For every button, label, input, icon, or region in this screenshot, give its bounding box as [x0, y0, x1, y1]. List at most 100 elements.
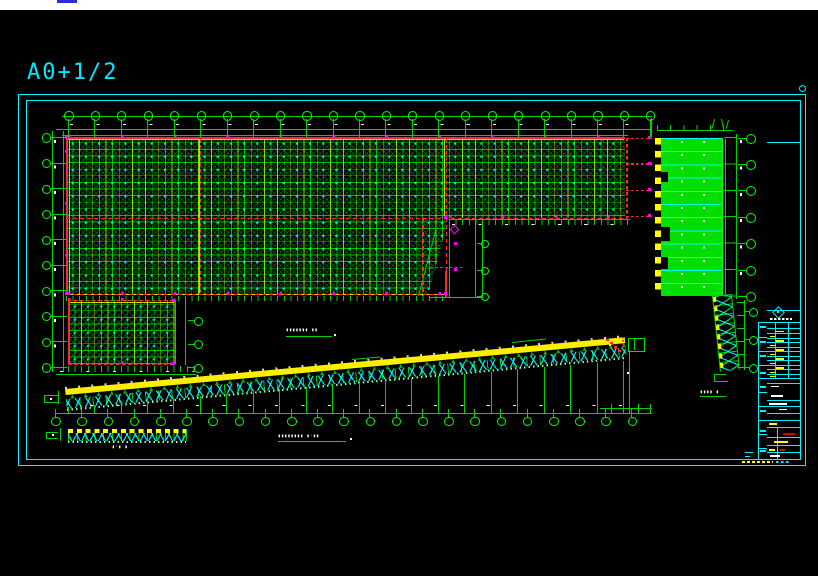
grid-bubble — [619, 111, 630, 121]
axis-line — [46, 432, 58, 433]
grid-bubble-stem — [744, 367, 749, 368]
sheet-outer-frame — [18, 94, 806, 466]
grid-bubble — [391, 416, 402, 427]
axis-line — [788, 322, 789, 378]
axis-line — [629, 350, 630, 413]
axis-line — [52, 131, 53, 372]
title-block-text-mark — [770, 375, 775, 377]
grid-bubble — [540, 111, 550, 121]
grid-bubble — [575, 416, 585, 427]
dashed-axis-line — [626, 138, 628, 218]
grid-bubble — [287, 416, 297, 427]
grid-bubble — [193, 340, 203, 349]
tick-comb — [737, 302, 744, 368]
grid-bubble — [193, 316, 203, 326]
grid-bubble-stem — [358, 119, 360, 137]
node-marker — [444, 292, 447, 295]
axis-line — [767, 452, 800, 453]
truss-support-line — [437, 376, 439, 413]
truss-support-line — [199, 395, 201, 413]
page-bottom-strip — [0, 576, 818, 580]
tick-comb — [66, 295, 446, 301]
axis-line — [767, 427, 800, 428]
grid-bubble-stem — [438, 119, 440, 137]
axis-line — [767, 383, 800, 384]
node-marker — [52, 434, 54, 436]
axis-line — [745, 452, 753, 453]
dim-text-dots — [68, 292, 446, 295]
title-block-text-mark — [776, 340, 784, 342]
grid-bubble — [41, 312, 52, 322]
grid-bubble-stem — [332, 119, 334, 137]
dim-text-dots — [68, 361, 175, 364]
sheet-inner-frame — [26, 100, 801, 460]
node-marker — [614, 346, 617, 349]
elevation-label: ▮▮▮▮▮▮▮▮ ▮·▮▮ — [278, 433, 320, 439]
truss-support-line — [385, 380, 386, 413]
grid-bubble — [481, 240, 489, 248]
title-block-text-mark — [760, 430, 766, 432]
axis-line — [736, 134, 737, 299]
axis-line — [430, 296, 483, 298]
axis-line — [767, 406, 800, 407]
title-block-text-mark — [779, 408, 787, 410]
grid-bubble-stem — [464, 119, 466, 137]
grid-bubble-stem — [81, 408, 83, 417]
grid-bubble-stem — [173, 119, 175, 137]
dim-text-dots — [90, 404, 630, 407]
truss-support-line — [596, 362, 598, 413]
grid-bubble — [355, 111, 365, 121]
truss-support-line — [570, 364, 572, 413]
truss-support-line — [252, 391, 254, 413]
dim-text-dots — [740, 140, 742, 296]
grid-bubble — [745, 212, 756, 223]
grid-bubble-stem — [491, 119, 493, 137]
grid-bubble-stem — [500, 408, 502, 417]
truss-support-line — [226, 393, 228, 413]
axis-line — [651, 118, 652, 137]
grid-bubble — [276, 111, 286, 121]
grid-bubble-stem — [120, 119, 122, 137]
grid-bubble-stem — [147, 119, 149, 137]
grid-bubble — [143, 111, 153, 121]
grid-bubble — [745, 239, 756, 250]
node-marker — [618, 349, 621, 352]
grid-bubble — [223, 111, 233, 121]
axis-line — [46, 438, 58, 439]
grid-bubble-stem — [264, 408, 266, 417]
grid-bubble — [41, 210, 52, 220]
grid-bubble — [41, 184, 52, 194]
grid-bubble-stem — [343, 408, 345, 417]
axis-line — [767, 445, 800, 446]
small-truss-bottom-chord — [68, 440, 186, 443]
grid-bubble-stem — [570, 119, 572, 137]
grid-bubble-stem — [238, 408, 240, 417]
axis-line — [46, 432, 47, 439]
grid-bubble-stem — [517, 119, 519, 137]
grid-bubble — [646, 111, 656, 121]
axis-line — [767, 351, 800, 352]
grid-bubble-stem — [737, 295, 746, 297]
grid-bubble — [129, 416, 140, 427]
axis-line — [767, 355, 800, 357]
axis-line — [767, 400, 800, 401]
dim-text-dots — [703, 141, 705, 294]
tick-comb — [724, 137, 736, 298]
node-marker — [171, 361, 175, 365]
grid-bubble — [444, 416, 454, 427]
axis-line — [758, 434, 767, 435]
axis-line — [449, 219, 450, 297]
title-block-text-mark — [770, 362, 775, 364]
title-block-text-mark — [770, 335, 775, 337]
axis-line — [767, 346, 800, 348]
grid-bubble-stem — [55, 408, 56, 417]
axis-line — [600, 408, 652, 409]
title-block-text-mark — [780, 448, 785, 451]
title-block-text-mark — [771, 385, 779, 387]
grid-bubble-stem — [579, 408, 580, 417]
node-marker — [647, 214, 651, 217]
grid-bubble-stem — [159, 408, 161, 417]
axis-line — [758, 420, 767, 421]
grid-bubble — [208, 416, 218, 427]
